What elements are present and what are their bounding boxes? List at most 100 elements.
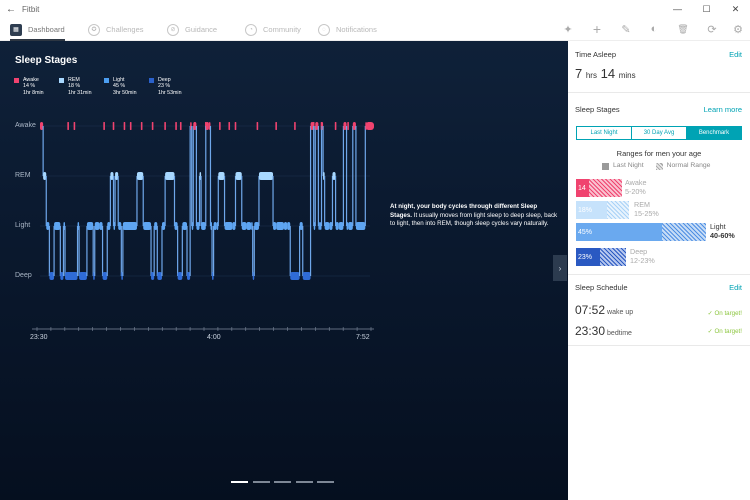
add-icon[interactable]: + [592, 21, 602, 37]
last-night-swatch [602, 163, 609, 170]
tab-label: Dashboard [28, 25, 65, 34]
bedtime-time: 23:30 bedtime [575, 324, 632, 338]
tab-community[interactable]: ◔ Community [245, 18, 301, 41]
y-label-awake: Awake [15, 122, 36, 129]
segment-30-day-avg[interactable]: 30 Day Avg [632, 127, 687, 139]
edit-icon[interactable]: ✎ [621, 23, 631, 36]
stage-transition-line [258, 176, 260, 226]
stage-transition-line [186, 226, 188, 276]
community-icon: ◔ [245, 23, 257, 36]
stage-segment-deep [49, 272, 55, 280]
stage-segment-awake [366, 122, 374, 130]
awake-tick [123, 122, 126, 130]
legend-name: Light [113, 77, 125, 83]
back-icon[interactable]: ← [6, 3, 16, 15]
stage-segment-light [224, 222, 233, 230]
legend-normal-range: Normal Range [666, 162, 711, 169]
stage-segment-light [174, 222, 178, 230]
minimize-button[interactable]: — [673, 4, 682, 14]
stage-segment-awake [315, 122, 319, 130]
close-button[interactable]: ✕ [731, 3, 740, 14]
stage-transition-line [122, 226, 124, 276]
tab-label: Notifications [336, 25, 377, 34]
panel-title: Sleep Stages [15, 55, 78, 66]
chart-legend: Awake 14 % 1hr 8min REM 18 % 1hr 31min L… [14, 77, 194, 96]
stage-segment-light [118, 222, 122, 230]
learn-more-link[interactable]: Learn more [703, 105, 742, 114]
awake-tick [234, 122, 237, 130]
tab-notifications[interactable]: ◌ Notifications [318, 18, 377, 41]
carousel-dot[interactable] [231, 481, 248, 483]
settings-icon[interactable]: ⚙ [733, 23, 743, 36]
stage-segment-rem [136, 172, 144, 180]
stage-transition-line [200, 176, 202, 226]
stage-segment-light [355, 222, 366, 230]
sleep-stages-header: Sleep Stages [575, 105, 620, 114]
stage-transition-line [101, 226, 104, 276]
stage-transition-line [120, 226, 122, 276]
stage-transition-line [106, 226, 108, 276]
tab-dashboard[interactable]: ▦ Dashboard [10, 18, 65, 41]
stage-transition-line [177, 226, 179, 276]
stage-segment-rem [43, 172, 47, 180]
legend-last-night: Last Night [613, 162, 644, 169]
awake-range-label: Awake 5-20% [625, 178, 646, 196]
light-value: 45% [576, 223, 662, 241]
hours-unit: hrs [585, 71, 597, 80]
awake-swatch [14, 78, 19, 83]
stage-transition-line [78, 226, 80, 276]
legend-item-rem: REM 18 % 1hr 31min [59, 77, 101, 96]
segment-benchmark[interactable]: Benchmark [687, 127, 741, 139]
stage-segment-light [299, 222, 303, 230]
description-bold: At night, your body cycles through diffe… [390, 203, 538, 219]
sleep-schedule-edit-link[interactable]: Edit [729, 283, 742, 292]
stage-segment-light [276, 222, 284, 230]
range-row-rem: 18% REM 15-25% [576, 200, 750, 219]
stage-segment-light [201, 222, 206, 230]
carousel-dots [231, 481, 339, 483]
stage-segment-awake [40, 122, 44, 130]
stage-transition-line [191, 126, 193, 226]
stage-transition-line [112, 176, 115, 226]
x-label-mid: 4:00 [207, 334, 221, 341]
wake-label: wake up [607, 309, 634, 316]
stage-segment-rem [115, 172, 119, 180]
challenges-icon: ✪ [88, 23, 100, 36]
hours-value: 7 [575, 66, 583, 81]
tab-guidance[interactable]: ⊘ Guidance [167, 18, 217, 41]
stage-segment-light [338, 222, 344, 230]
awake-tick [67, 122, 69, 130]
tab-label: Challenges [106, 25, 144, 34]
stage-segment-rem [258, 172, 274, 180]
pin-icon[interactable]: ✦ [563, 23, 573, 36]
stage-transition-line [42, 126, 44, 176]
time-asleep-edit-link[interactable]: Edit [729, 50, 742, 59]
stage-transition-line [114, 176, 116, 226]
carousel-dot[interactable] [317, 481, 334, 483]
stage-transition-line [289, 226, 291, 276]
carousel-dot[interactable] [274, 481, 291, 483]
next-slide-button[interactable]: › [553, 255, 567, 281]
guidance-icon: ⊘ [167, 23, 179, 36]
stage-transition-line [48, 226, 50, 276]
theme-icon[interactable]: ◐ [650, 23, 658, 35]
segment-last-night[interactable]: Last Night [577, 127, 632, 139]
legend-item-light: Light 45 % 3hr 50min [104, 77, 146, 96]
stage-segment-light [273, 222, 277, 230]
wake-time-value: 07:52 [575, 303, 606, 317]
maximize-button[interactable]: ☐ [702, 3, 711, 14]
sync-icon[interactable]: ⟳ [707, 23, 717, 36]
stage-segment-light [254, 222, 259, 230]
stage-segment-rem [235, 172, 242, 180]
delete-icon[interactable]: 🗑 [677, 23, 689, 34]
stage-transition-line [234, 176, 237, 226]
stage-segment-deep [187, 272, 191, 280]
carousel-dot[interactable] [295, 481, 313, 483]
stage-segment-awake [193, 122, 197, 130]
carousel-dot[interactable] [252, 481, 270, 483]
legend-duration: 3hr 50min [113, 89, 137, 96]
rem-normal-range-bar [607, 201, 629, 219]
deep-normal-range-bar [600, 248, 626, 266]
stage-transition-line [92, 226, 94, 276]
tab-challenges[interactable]: ✪ Challenges [88, 18, 144, 41]
